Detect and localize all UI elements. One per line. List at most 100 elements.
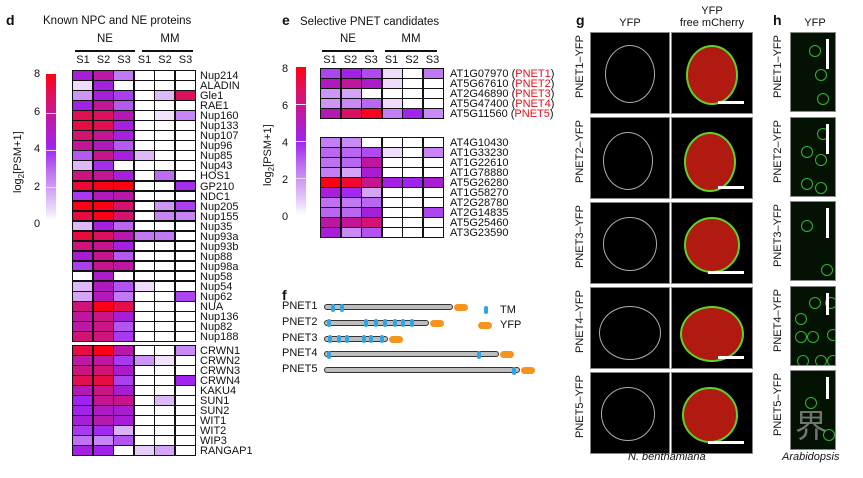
gene-name: Nup93a (200, 230, 239, 243)
column-header: S1 (76, 54, 90, 66)
gene-name: AT1G78880 (450, 167, 509, 180)
heatmap-cell (403, 89, 423, 98)
gene-name: RAE1 (200, 100, 229, 113)
gene-name: SUN1 (200, 395, 230, 408)
colorbar-tick-label: 0 (34, 218, 41, 230)
protein-backbone (324, 351, 499, 358)
panel-d-colorbar-label: log2[PSM+1] (12, 131, 26, 193)
row-label: CRWN3 (200, 366, 253, 377)
heatmap-cell (114, 322, 134, 331)
tm-domain (344, 335, 349, 344)
heatmap-cell (175, 396, 195, 405)
column-header: S3 (364, 54, 378, 66)
heatmap-cell (341, 198, 361, 207)
heatmap-cell (93, 426, 113, 435)
panel-d-group-mm-line (142, 50, 193, 52)
construct-label: PNET1 (282, 300, 318, 312)
tm-domain (337, 335, 342, 344)
nucleus (807, 330, 819, 343)
merge-micrograph (671, 287, 753, 369)
row-label: AT5G26280 (450, 178, 509, 189)
heatmap-cell (134, 292, 154, 301)
heatmap-cell (175, 161, 195, 170)
heatmap-cell (341, 208, 361, 217)
heatmap-cell (93, 416, 113, 425)
heatmap-cell (114, 91, 134, 100)
heatmap-cell (341, 168, 361, 177)
heatmap-cell (362, 89, 382, 98)
panel-e-title: Selective PNET candidates (300, 16, 440, 28)
tm-domain (328, 335, 333, 344)
panel-d-label: d (6, 12, 15, 28)
gene-name: Nup58 (200, 270, 233, 283)
gene-name: Nup136 (200, 311, 239, 324)
heatmap-cell (114, 261, 134, 271)
gene-name: Nup214 (200, 70, 239, 82)
gene-name: AT1G33230 (450, 147, 509, 160)
yfp-tag (389, 335, 404, 343)
heatmap-cell (341, 109, 361, 118)
merge-micrograph (671, 202, 753, 284)
scale-bar (708, 271, 744, 274)
heatmap-cell (175, 302, 195, 311)
heatmap-cell (155, 251, 175, 261)
nuclear-envelope (603, 217, 657, 271)
row-label: Nup155 (200, 211, 240, 222)
heatmap-cell (341, 99, 361, 108)
colorbar-label-sub: 2 (17, 173, 27, 179)
protein-backbone (324, 335, 389, 342)
heatmap-cell (403, 79, 423, 88)
gene-name: KAKU4 (200, 385, 237, 398)
heatmap-cell (423, 138, 443, 147)
row-label: Nup98a (200, 261, 240, 272)
heatmap-cell (423, 89, 443, 98)
heatmap-cell (175, 261, 195, 271)
column-header: S1 (137, 54, 152, 66)
heatmap-cell (114, 241, 134, 251)
gene-name: AT1G22610 (450, 157, 509, 170)
panel-e-label: e (282, 12, 290, 28)
heatmap-cell (134, 81, 154, 90)
heatmap-cell (93, 396, 113, 405)
gene-name: Nup188 (200, 331, 239, 344)
heatmap-cell (73, 141, 93, 150)
heatmap-cell (134, 191, 154, 201)
gene-name: AT5G11560 (450, 108, 508, 121)
heatmap-cell (175, 356, 195, 365)
heatmap-cell (155, 131, 175, 140)
colorbar-tick-label: 2 (282, 174, 289, 186)
heatmap-cell (341, 178, 361, 187)
heatmap-cell (134, 366, 154, 375)
heatmap-cell (73, 171, 93, 181)
heatmap-cell (114, 416, 134, 425)
heatmap-cell (93, 161, 113, 170)
row-label: Nup35 (200, 221, 240, 232)
heatmap-cell (134, 241, 154, 251)
heatmap-cell (321, 228, 341, 237)
panel-e-colorbar-label: log2[PSM+1] (262, 124, 276, 186)
row-label: Nup93a (200, 230, 240, 243)
gene-name: Nup85 (200, 150, 233, 163)
column-header: S3 (178, 54, 193, 66)
gene-name: Nup205 (200, 200, 239, 213)
heatmap-cell (155, 151, 175, 160)
heatmap-cell (362, 69, 382, 78)
protein-backbone (324, 304, 454, 310)
gene-name: NDC1 (200, 190, 230, 203)
heatmap-cell (155, 376, 175, 385)
column-header: S2 (405, 54, 419, 66)
heatmap-cell (423, 148, 443, 157)
panel-e-row-labels-other: AT4G10430 AT1G33230 AT1G22610 AT1G78880 AT5G… (450, 138, 509, 239)
colorbar-segment (46, 150, 56, 151)
heatmap-cell (73, 211, 93, 221)
panel-e-colorbar-ticks: 8 6 4 2 0 (282, 63, 294, 233)
panel-d-colorbar (46, 74, 56, 220)
heatmap-cell (114, 161, 134, 170)
heatmap-cell (73, 191, 93, 201)
gene-name: Nup133 (200, 120, 239, 133)
heatmap-cell (93, 91, 113, 100)
row-label: PNET2–YFP (772, 119, 784, 183)
colorbar-segment (296, 141, 306, 142)
colorbar-segment (46, 113, 56, 114)
heatmap-cell (175, 91, 195, 100)
